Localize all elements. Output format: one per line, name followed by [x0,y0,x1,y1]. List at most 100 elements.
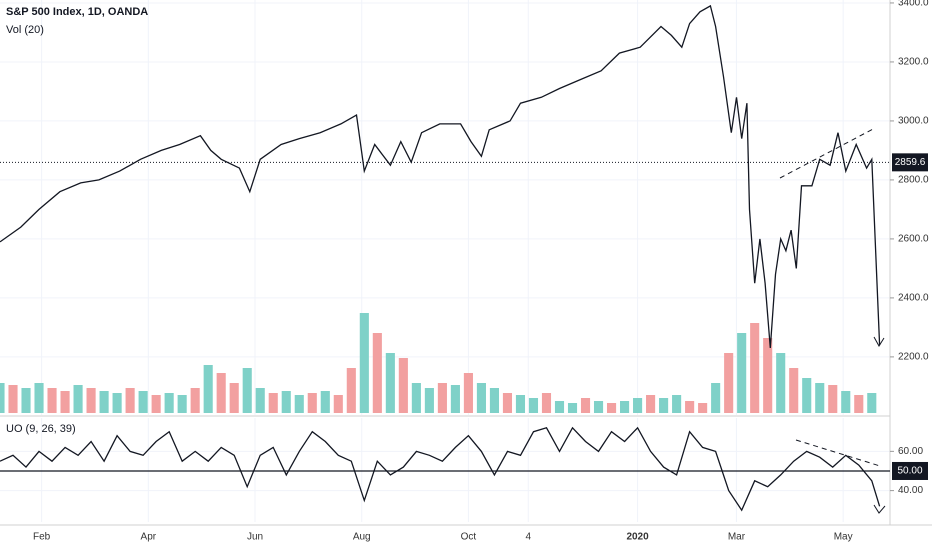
y-tick-label: 2200.0 [898,352,929,363]
volume-bar [385,353,395,413]
volume-bar [138,391,148,413]
arrow-head [873,504,886,514]
volume-bar [372,333,382,413]
volume-bar [99,391,109,413]
volume-bar [659,398,669,413]
volume-bar [47,388,57,413]
volume-bar [528,398,539,413]
volume-bar [711,383,721,413]
y-tick-label: 40.00 [898,485,923,496]
volume-bar [229,383,239,413]
volume-bar [424,388,434,413]
level-label: 50.00 [897,466,922,477]
volume-bar [307,393,317,413]
x-tick-label: Apr [141,532,157,543]
volume-bar [789,368,799,413]
volume-bar [346,368,356,413]
oscillator-title: UO (9, 26, 39) [6,423,76,435]
volume-bar [177,395,187,413]
volume-bar [515,395,526,413]
volume-bar [593,401,604,413]
volume-bar [34,383,44,413]
volume-bar [21,388,31,413]
volume-bar [828,385,838,413]
volume-bar [216,373,226,413]
volume-bar [541,393,552,413]
volume-bar [60,391,70,413]
y-tick-label: 2800.0 [898,175,929,186]
volume-bar [685,401,695,413]
level-box [892,461,928,480]
y-tick-label: 2400.0 [898,293,929,304]
volume-bar [203,365,213,413]
volume-bar [489,388,499,413]
x-tick-label: 2020 [626,532,649,543]
x-tick-label: 4 [525,532,531,543]
volume-bar [737,333,747,413]
x-tick-label: May [834,532,853,543]
y-tick-label: 3000.0 [898,116,929,127]
x-tick-label: Oct [461,532,477,543]
trend-line [795,439,881,467]
volume-bar [554,401,565,413]
volume-bar [646,395,656,413]
volume-bar [502,393,513,413]
last-price-box [892,153,928,172]
volume-bar [672,395,682,413]
volume-bar [567,403,578,413]
volume-bar [763,338,773,413]
volume-bar [281,391,291,413]
volume-bar [190,388,200,413]
volume-bar [151,395,161,413]
volume-bar [268,393,278,413]
volume-bar [620,401,630,413]
volume-bar [8,385,18,413]
volume-bar [815,383,825,413]
volume-bar [867,393,877,413]
volume-bar [320,391,330,413]
volume-bar [776,353,786,413]
volume-bar [255,388,265,413]
volume-bar [0,383,5,413]
volume-bar [73,385,83,413]
volume-bar [164,393,174,413]
volume-bar [476,383,486,413]
chart-title: S&P 500 Index, 1D, OANDA [6,6,148,18]
volume-bar [86,388,96,413]
volume-bar [802,378,812,413]
volume-bar [724,353,734,413]
y-tick-label: 2600.0 [898,234,929,245]
volume-bar [359,313,369,413]
volume-bar [125,388,135,413]
x-tick-label: Jun [247,532,263,543]
volume-bar [633,398,643,413]
x-tick-label: Feb [33,532,51,543]
y-tick-label: 60.00 [898,446,923,457]
volume-bar [463,373,473,413]
volume-title: Vol (20) [6,24,44,36]
volume-bar [294,395,304,413]
x-tick-label: Mar [728,532,746,543]
volume-bar [580,398,591,413]
volume-bar [242,368,252,413]
plot [0,4,881,512]
volume-bar [698,403,708,413]
volume-bar [750,323,760,413]
volume-bar [437,383,447,413]
last-price-label: 2859.6 [895,157,926,168]
price-line [0,4,881,349]
volume-bar [411,383,421,413]
volume-bar [450,385,460,413]
y-tick-label: 3400.0 [898,0,929,9]
volume-bar [606,403,617,413]
y-tick-label: 3200.0 [898,57,929,68]
volume-bar [333,395,343,413]
arrow-head [873,336,885,347]
x-tick-label: Aug [353,532,371,543]
volume-bar [854,395,864,413]
oscillator-line [0,426,881,512]
volume-bar [398,358,408,413]
grid [0,0,890,522]
